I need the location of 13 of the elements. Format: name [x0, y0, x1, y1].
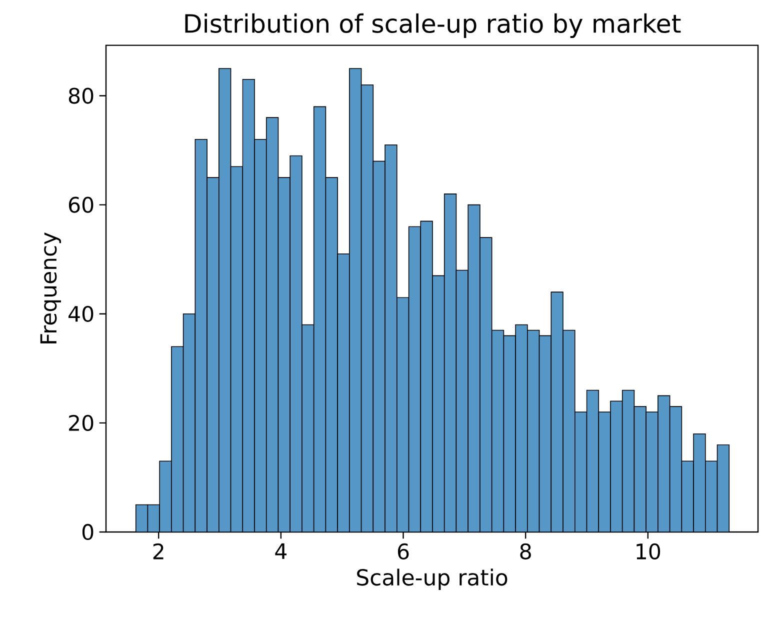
y-tick-label: 40: [68, 306, 94, 322]
y-axis-title: Frequency: [40, 232, 61, 344]
x-tick-label: 8: [520, 543, 531, 560]
y-tick-label: 0: [82, 524, 94, 540]
x-tick-label: 2: [153, 543, 164, 560]
x-tick-label: 4: [275, 543, 287, 559]
y-tick-label: 60: [68, 196, 94, 213]
y-tick-label: 80: [68, 88, 94, 104]
x-tick-label: 6: [398, 543, 409, 560]
x-axis-title: Scale-up ratio: [357, 568, 508, 590]
y-tick-label: 20: [69, 414, 94, 431]
chart-title: Distribution of scale-up ratio by market: [185, 13, 681, 38]
x-tick-label: 10: [636, 543, 660, 560]
